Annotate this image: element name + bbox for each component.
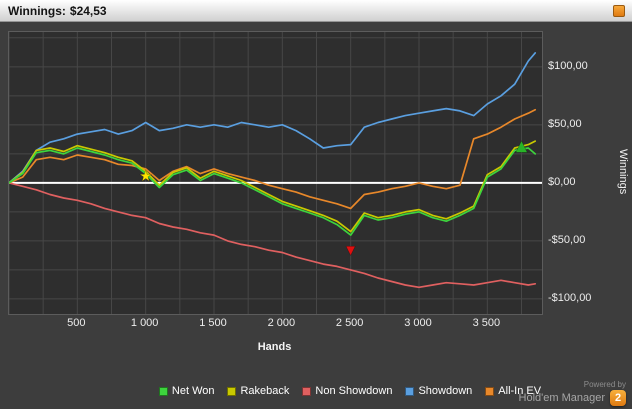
branding: Powered by Hold'em Manager 2 <box>519 380 626 406</box>
legend-item-net-won[interactable]: Net Won <box>158 385 215 397</box>
all-in-ev-swatch-icon <box>485 386 495 396</box>
y-tick-label: $0,00 <box>548 175 576 188</box>
rakeback-swatch-icon <box>227 386 237 396</box>
legend-item-showdown[interactable]: Showdown <box>405 385 472 397</box>
legend-item-rakeback[interactable]: Rakeback <box>227 385 289 397</box>
y-tick-label: $50,00 <box>548 117 582 130</box>
legend-item-non-showdown[interactable]: Non Showdown <box>302 385 392 397</box>
legend-label: Showdown <box>418 385 473 397</box>
legend-item-all-in-ev[interactable]: All-In EV <box>485 385 541 397</box>
legend-label: Rakeback <box>240 385 290 397</box>
y-tick-label: -$50,00 <box>548 233 586 246</box>
arrow-down-marker-icon: ▼ <box>346 243 356 257</box>
x-tick-label: 1 500 <box>199 317 227 329</box>
x-tick-label: 3 000 <box>404 317 432 329</box>
winnings-title: Winnings: $24,53 <box>8 4 107 18</box>
x-tick-label: 2 000 <box>267 317 296 329</box>
x-tick-label: 3 500 <box>472 317 501 329</box>
x-tick-label: 1 000 <box>130 317 159 329</box>
app-name-label: Hold'em Manager <box>518 392 605 404</box>
winnings-chart: ★ ▼ ▲ <box>9 32 542 314</box>
showdown-swatch-icon <box>405 386 415 396</box>
net-won-swatch-icon <box>158 386 168 396</box>
legend-label: Net Won <box>171 385 215 397</box>
chart-plot-area: ★ ▼ ▲ <box>8 31 543 315</box>
chart-legend: Net Won Rakeback Non Showdown Showdown A… <box>120 385 580 397</box>
winnings-value: $24,53 <box>69 3 107 18</box>
y-tick-label: -$100,00 <box>548 291 592 304</box>
titlebar: Winnings: $24,53 <box>0 0 632 22</box>
non-showdown-swatch-icon <box>302 386 312 396</box>
y-axis-title: Winnings <box>617 149 629 195</box>
legend-label: Non Showdown <box>315 385 393 397</box>
powered-by-label: Powered by <box>583 380 626 389</box>
star-marker-icon: ★ <box>139 167 152 185</box>
hm2-logo-icon: 2 <box>610 390 626 406</box>
winnings-label: Winnings: <box>8 3 66 18</box>
x-tick-label: 2 500 <box>335 317 364 329</box>
x-tick-label: 500 <box>67 317 86 329</box>
arrow-up-marker-icon: ▲ <box>516 137 528 155</box>
x-axis-title: Hands <box>257 341 292 353</box>
legend-label: All-In EV <box>498 385 542 397</box>
app-logo-icon <box>613 5 625 17</box>
y-tick-label: $100,00 <box>548 59 588 72</box>
